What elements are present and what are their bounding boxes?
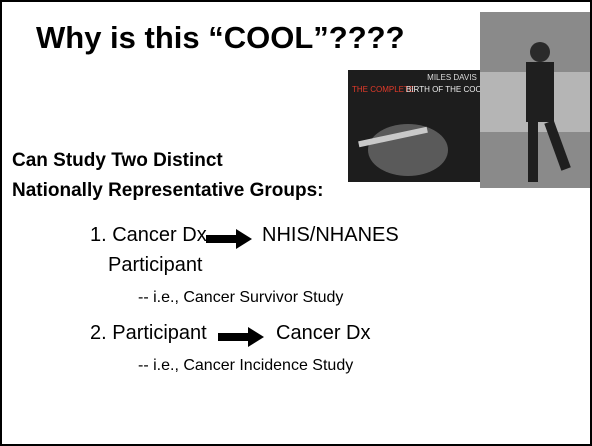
item-note: -- i.e., Cancer Incidence Study bbox=[138, 357, 353, 375]
arrow bbox=[206, 228, 254, 250]
heading: Nationally Representative Groups: bbox=[12, 180, 323, 202]
item-right: NHIS/NHANES bbox=[262, 224, 399, 247]
figure-body bbox=[526, 62, 554, 122]
item-right: Cancer Dx bbox=[276, 322, 370, 345]
item-note: -- i.e., Cancer Survivor Study bbox=[138, 289, 343, 307]
item-continuation: Participant bbox=[108, 254, 203, 277]
arrow bbox=[218, 326, 266, 348]
item-left: 2. Participant bbox=[90, 322, 207, 345]
album-artist: MILES DAVIS bbox=[427, 73, 477, 82]
album-cover: MILES DAVIS THE COMPLETE BIRTH OF THE CO… bbox=[348, 70, 480, 182]
album-subtitle: BIRTH OF THE COOL bbox=[406, 85, 480, 94]
figure-leg bbox=[528, 122, 538, 182]
slide-title: Why is this “COOL”???? bbox=[36, 20, 405, 56]
slide: Why is this “COOL”???? MILES DAVIS THE C… bbox=[0, 0, 592, 446]
photo bbox=[480, 12, 592, 188]
album-subtitle: THE COMPLETE bbox=[352, 85, 414, 94]
item-left: 1. Cancer Dx bbox=[90, 224, 207, 247]
figure-head bbox=[530, 42, 550, 62]
heading: Can Study Two Distinct bbox=[12, 150, 223, 172]
